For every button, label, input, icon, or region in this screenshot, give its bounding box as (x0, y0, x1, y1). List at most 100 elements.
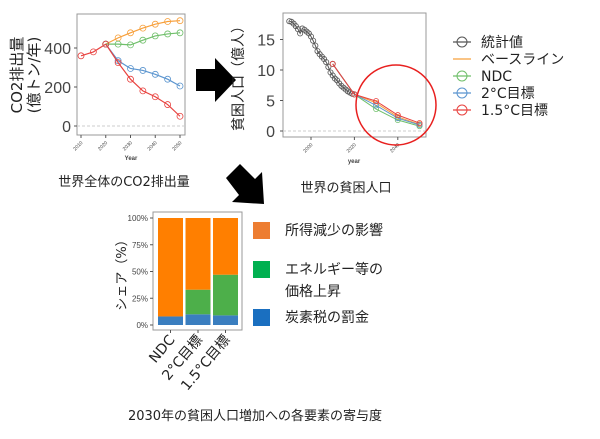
data-point (164, 75, 172, 83)
data-point (176, 82, 184, 90)
data-point (114, 59, 122, 67)
chart-title: 世界の貧困人口 (300, 181, 391, 196)
x-tick-label: 2040 (147, 140, 159, 152)
y-tick-label: 10 (257, 63, 275, 80)
right-arrow-icon (196, 58, 236, 102)
y-axis-label: 貧困人口（億人） (231, 19, 247, 131)
y-tick-label: 100% (128, 214, 148, 223)
x-tick-label: 2020 (97, 140, 109, 152)
data-point (329, 60, 336, 67)
y-tick-label: 25% (132, 294, 148, 303)
data-point (139, 87, 147, 95)
y-tick-label: 400 (44, 41, 71, 58)
series-line-ベースライン (105, 20, 181, 45)
legend-swatch (253, 261, 270, 278)
x-tick-label: 2010 (72, 140, 84, 152)
data-point (89, 48, 97, 56)
y-tick-label: 50% (132, 268, 148, 277)
data-point (373, 98, 380, 105)
data-point (102, 40, 110, 48)
y-tick-label: 200 (44, 80, 71, 97)
legend-key-marker (456, 36, 468, 48)
data-point (373, 102, 380, 109)
legend-key-marker (456, 70, 468, 82)
y-tick-label: 0% (136, 321, 148, 330)
down-right-arrow-icon (226, 164, 264, 204)
y-axis-label: シェア（%） (115, 233, 130, 310)
data-point (127, 65, 134, 72)
data-point (77, 52, 85, 60)
data-point (373, 106, 380, 113)
data-point (151, 20, 159, 28)
chart-title: 世界全体のCO2排出量 (58, 174, 190, 190)
data-point (164, 101, 172, 108)
y-tick-label: 15 (257, 33, 275, 50)
data-point (114, 57, 122, 65)
x-axis-label: year (348, 159, 361, 165)
series-line-2°C目標 (105, 43, 181, 87)
bar-segment-炭素税の罰金 (185, 314, 211, 325)
bar-segment-炭素税の罰金 (158, 316, 183, 325)
bar-segment-所得減少の影響 (185, 218, 211, 290)
chart-title: 2030年の貧困人口増加への各要素の寄与度 (128, 408, 382, 424)
legend-label: 2°C目標 (481, 86, 535, 102)
data-point (127, 41, 134, 49)
data-point (139, 24, 147, 32)
bar-segment-所得減少の影響 (213, 218, 238, 275)
legend-label: 所得減少の影響 (285, 222, 383, 239)
legend-key-marker (456, 104, 468, 116)
legend-label: ベースライン (481, 52, 564, 68)
y-tick-label: 0 (266, 124, 275, 141)
data-point (416, 121, 423, 128)
data-point (310, 37, 317, 44)
data-point (127, 29, 134, 37)
data-point (176, 17, 184, 25)
data-point (329, 72, 336, 79)
data-point (151, 93, 159, 101)
y-tick-label: 75% (132, 241, 148, 250)
legend-label: NDC (481, 69, 512, 85)
x-tick-label: 2050 (171, 140, 183, 152)
data-point (151, 32, 159, 40)
legend-label: 炭素税の罰金 (285, 310, 369, 326)
x-axis-label: Year (125, 156, 138, 162)
bar-segment-エネルギー等の価格上昇 (185, 289, 211, 315)
legend-label: 1.5°C目標 (481, 103, 548, 119)
series-line-統計値 (80, 43, 107, 57)
data-point (312, 42, 319, 49)
legend-label: エネルギー等の (285, 261, 383, 278)
data-point (127, 75, 134, 83)
data-point (297, 30, 304, 37)
data-point (321, 56, 328, 63)
data-point (176, 29, 184, 37)
legend-swatch (253, 309, 270, 326)
highlight-circle (355, 64, 437, 146)
data-point (305, 30, 312, 37)
data-point (334, 77, 341, 84)
data-point (394, 112, 401, 119)
y-tick-label: 5 (266, 94, 275, 111)
bar-segment-エネルギー等の価格上昇 (213, 274, 238, 316)
legend-label: 価格上昇 (285, 284, 341, 300)
data-point (416, 120, 423, 127)
y-tick-label: 0 (62, 119, 71, 136)
data-point (114, 40, 122, 48)
data-point (325, 63, 332, 70)
x-tick-label: 2000 (302, 142, 314, 154)
data-point (323, 59, 330, 66)
series-line-1.5°C目標 (105, 43, 181, 117)
data-point (164, 18, 172, 25)
data-point (139, 67, 147, 74)
data-point (314, 48, 321, 55)
legend-swatch (253, 222, 270, 239)
bar-segment-所得減少の影響 (158, 218, 183, 317)
data-point (327, 69, 334, 76)
data-point (164, 30, 172, 38)
data-point (176, 112, 184, 120)
x-tick-label: 2040 (389, 142, 401, 154)
y-axis-label: (億トン/年) (25, 37, 43, 114)
data-point (139, 36, 147, 44)
x-tick-label: 2030 (122, 140, 134, 152)
